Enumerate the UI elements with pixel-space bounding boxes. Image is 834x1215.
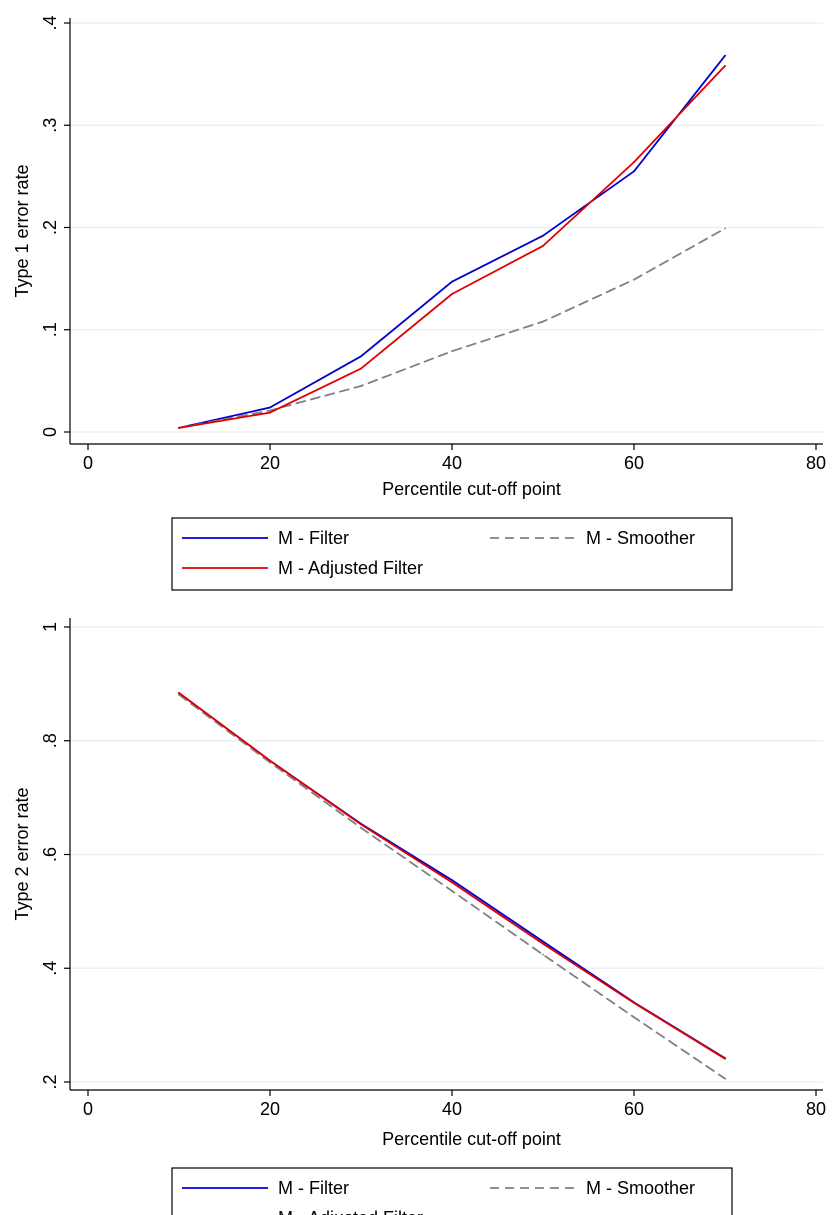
y-axis-title: Type 1 error rate <box>12 164 32 297</box>
data-point-smoother <box>451 350 453 353</box>
data-point-adjusted-filter <box>633 1002 635 1004</box>
data-point-filter <box>542 234 544 237</box>
x-axis-title: Percentile cut-off point <box>382 1129 561 1149</box>
legend-label: M - Smoother <box>586 1178 695 1198</box>
data-point-adjusted-filter <box>269 411 271 414</box>
x-tick-label: 0 <box>83 453 93 473</box>
data-point-smoother <box>633 278 635 281</box>
legend-label: M - Filter <box>278 528 349 548</box>
x-axis-title: Percentile cut-off point <box>382 479 561 499</box>
y-tick-label: .8 <box>40 733 60 748</box>
x-tick-label: 0 <box>83 1099 93 1119</box>
x-tick-label: 80 <box>806 453 826 473</box>
legend-label: M - Adjusted Filter <box>278 558 423 578</box>
data-point-adjusted-filter <box>269 759 271 762</box>
data-point-filter <box>633 170 635 173</box>
y-tick-label: .6 <box>40 847 60 862</box>
y-tick-label: .2 <box>40 220 60 235</box>
data-point-adjusted-filter <box>633 161 635 163</box>
x-tick-label: 40 <box>442 453 462 473</box>
data-point-adjusted-filter <box>360 823 362 826</box>
data-point-adjusted-filter <box>178 427 180 429</box>
legend-label: M - Adjusted Filter <box>278 1208 423 1215</box>
data-point-smoother <box>633 1016 635 1019</box>
data-point-smoother <box>542 953 544 956</box>
data-point-filter <box>269 406 271 409</box>
y-tick-label: .2 <box>40 1074 60 1089</box>
data-point-adjusted-filter <box>451 293 453 295</box>
data-point-filter <box>724 54 726 57</box>
legend-label: M - Filter <box>278 1178 349 1198</box>
data-point-smoother <box>542 320 544 323</box>
y-tick-label: 1 <box>40 622 60 632</box>
x-tick-label: 80 <box>806 1099 826 1119</box>
data-point-adjusted-filter <box>451 881 453 884</box>
y-axis-title: Type 2 error rate <box>12 787 32 920</box>
data-point-smoother <box>360 826 362 829</box>
data-point-smoother <box>724 227 726 230</box>
data-point-adjusted-filter <box>542 942 544 945</box>
data-point-filter <box>451 280 453 283</box>
data-point-adjusted-filter <box>178 692 180 694</box>
data-point-smoother <box>451 890 453 892</box>
data-point-filter <box>360 355 362 358</box>
y-tick-label: .4 <box>40 15 60 30</box>
data-point-smoother <box>360 385 362 387</box>
data-point-filter <box>451 879 453 881</box>
data-point-smoother <box>269 409 271 412</box>
y-tick-label: .4 <box>40 961 60 976</box>
legend-label: M - Smoother <box>586 528 695 548</box>
x-tick-label: 20 <box>260 1099 280 1119</box>
data-point-adjusted-filter <box>360 367 362 370</box>
y-tick-label: .1 <box>40 322 60 337</box>
data-point-adjusted-filter <box>724 1057 726 1060</box>
data-point-adjusted-filter <box>724 65 726 67</box>
legend-box <box>171 1167 733 1215</box>
data-point-smoother <box>724 1077 726 1080</box>
data-point-filter <box>542 940 544 943</box>
x-tick-label: 40 <box>442 1099 462 1119</box>
legend-box <box>171 517 733 591</box>
x-tick-label: 60 <box>624 453 644 473</box>
x-tick-label: 20 <box>260 453 280 473</box>
y-tick-label: .3 <box>40 118 60 133</box>
data-point-adjusted-filter <box>542 245 544 247</box>
x-tick-label: 60 <box>624 1099 644 1119</box>
type1-error-chart: 0 .1 .2 .3 .4 0 20 40 60 80 Percentile cut-off poi… <box>12 15 826 591</box>
type2-error-chart: .2 .4 .6 .8 1 0 20 40 60 80 Percentile cut-off poi… <box>12 618 826 1215</box>
y-tick-label: 0 <box>40 427 60 437</box>
